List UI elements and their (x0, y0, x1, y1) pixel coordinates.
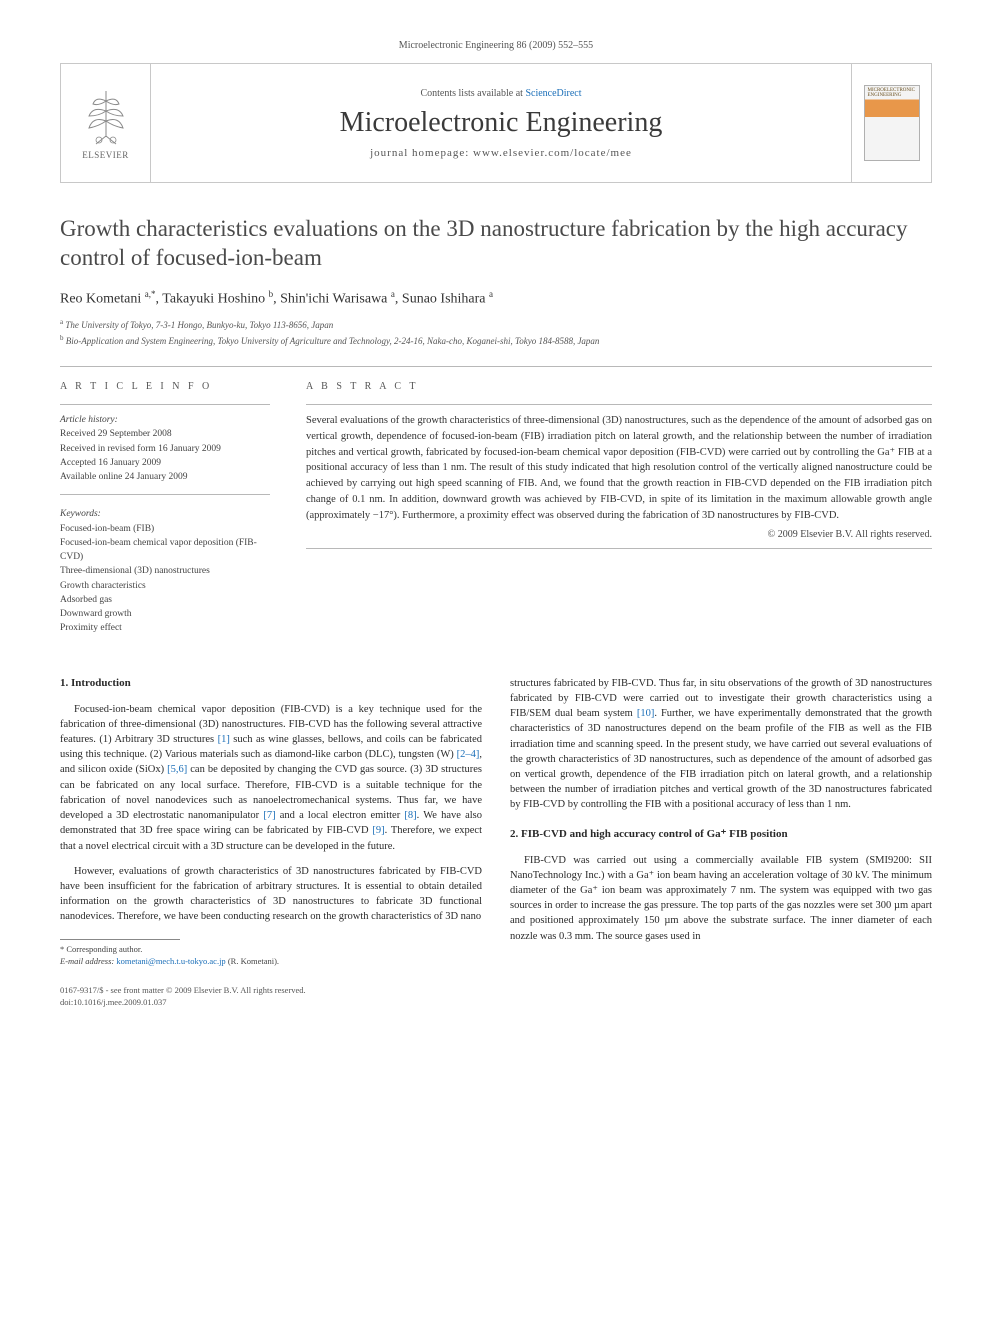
contents-available-line: Contents lists available at ScienceDirec… (420, 88, 581, 99)
article-body: 1. Introduction Focused-ion-beam chemica… (60, 676, 932, 968)
abstract-copyright: © 2009 Elsevier B.V. All rights reserved… (306, 529, 932, 540)
history-line: Available online 24 January 2009 (60, 470, 270, 484)
footer-doi: doi:10.1016/j.mee.2009.01.037 (60, 997, 932, 1009)
footer-copyright: 0167-9317/$ - see front matter © 2009 El… (60, 985, 932, 997)
divider-rule (60, 404, 270, 405)
article-info-column: A R T I C L E I N F O Article history: R… (60, 381, 270, 636)
cover-thumb-title: MICROELECTRONIC ENGINEERING (868, 88, 916, 98)
footnote-email-link[interactable]: kometani@mech.t.u-tokyo.ac.jp (116, 956, 225, 966)
publisher-name: ELSEVIER (82, 150, 129, 160)
body-paragraph: However, evaluations of growth character… (60, 864, 482, 925)
body-paragraph: structures fabricated by FIB-CVD. Thus f… (510, 676, 932, 813)
body-paragraph: Focused-ion-beam chemical vapor depositi… (60, 702, 482, 854)
article-info-label: A R T I C L E I N F O (60, 381, 270, 392)
footnote-corr: * Corresponding author. (60, 944, 482, 956)
journal-name: Microelectronic Engineering (340, 107, 663, 139)
elsevier-tree-icon (81, 86, 131, 146)
article-history-block: Article history: Received 29 September 2… (60, 413, 270, 636)
abstract-text: Several evaluations of the growth charac… (306, 413, 932, 523)
corresponding-author-footnote: * Corresponding author. E-mail address: … (60, 944, 482, 968)
header-citation: Microelectronic Engineering 86 (2009) 55… (60, 40, 932, 51)
history-line: Received 29 September 2008 (60, 427, 270, 441)
section-heading-intro: 1. Introduction (60, 676, 482, 692)
abstract-column: A B S T R A C T Several evaluations of t… (306, 381, 932, 636)
publisher-logo-cell: ELSEVIER (61, 64, 151, 182)
banner-middle: Contents lists available at ScienceDirec… (151, 64, 851, 182)
journal-banner: ELSEVIER Contents lists available at Sci… (60, 63, 932, 183)
abstract-label: A B S T R A C T (306, 381, 932, 392)
contents-prefix: Contents lists available at (420, 88, 525, 99)
history-line: Received in revised form 16 January 2009 (60, 442, 270, 456)
footnote-email-who: (R. Kometani). (228, 956, 279, 966)
body-paragraph: FIB-CVD was carried out using a commerci… (510, 853, 932, 944)
divider-rule (60, 366, 932, 367)
keyword: Downward growth (60, 607, 270, 621)
journal-homepage-line: journal homepage: www.elsevier.com/locat… (370, 147, 632, 159)
divider-rule (306, 404, 932, 405)
article-history-head: Article history: (60, 413, 270, 427)
keyword: Proximity effect (60, 621, 270, 635)
footnote-rule (60, 939, 180, 940)
page-footer: 0167-9317/$ - see front matter © 2009 El… (60, 985, 932, 1009)
article-meta-row: A R T I C L E I N F O Article history: R… (60, 381, 932, 636)
cover-thumb-cell: MICROELECTRONIC ENGINEERING (851, 64, 931, 182)
history-line: Accepted 16 January 2009 (60, 456, 270, 470)
author-list: Reo Kometani a,*, Takayuki Hoshino b, Sh… (60, 289, 932, 308)
homepage-url[interactable]: www.elsevier.com/locate/mee (473, 147, 632, 159)
affiliation-list: a The University of Tokyo, 7-3-1 Hongo, … (60, 317, 932, 348)
divider-rule (60, 494, 270, 495)
homepage-prefix: journal homepage: (370, 147, 473, 159)
divider-rule (306, 548, 932, 549)
section-heading-2: 2. FIB-CVD and high accuracy control of … (510, 827, 932, 843)
sciencedirect-link[interactable]: ScienceDirect (525, 88, 581, 99)
keyword: Focused-ion-beam chemical vapor depositi… (60, 536, 270, 565)
keyword: Adsorbed gas (60, 593, 270, 607)
keyword: Focused-ion-beam (FIB) (60, 522, 270, 536)
article-title: Growth characteristics evaluations on th… (60, 215, 932, 273)
keywords-head: Keywords: (60, 507, 270, 521)
keyword: Three-dimensional (3D) nanostructures (60, 564, 270, 578)
footnote-email-label: E-mail address: (60, 956, 114, 966)
journal-cover-thumbnail: MICROELECTRONIC ENGINEERING (864, 85, 920, 161)
keyword: Growth characteristics (60, 579, 270, 593)
